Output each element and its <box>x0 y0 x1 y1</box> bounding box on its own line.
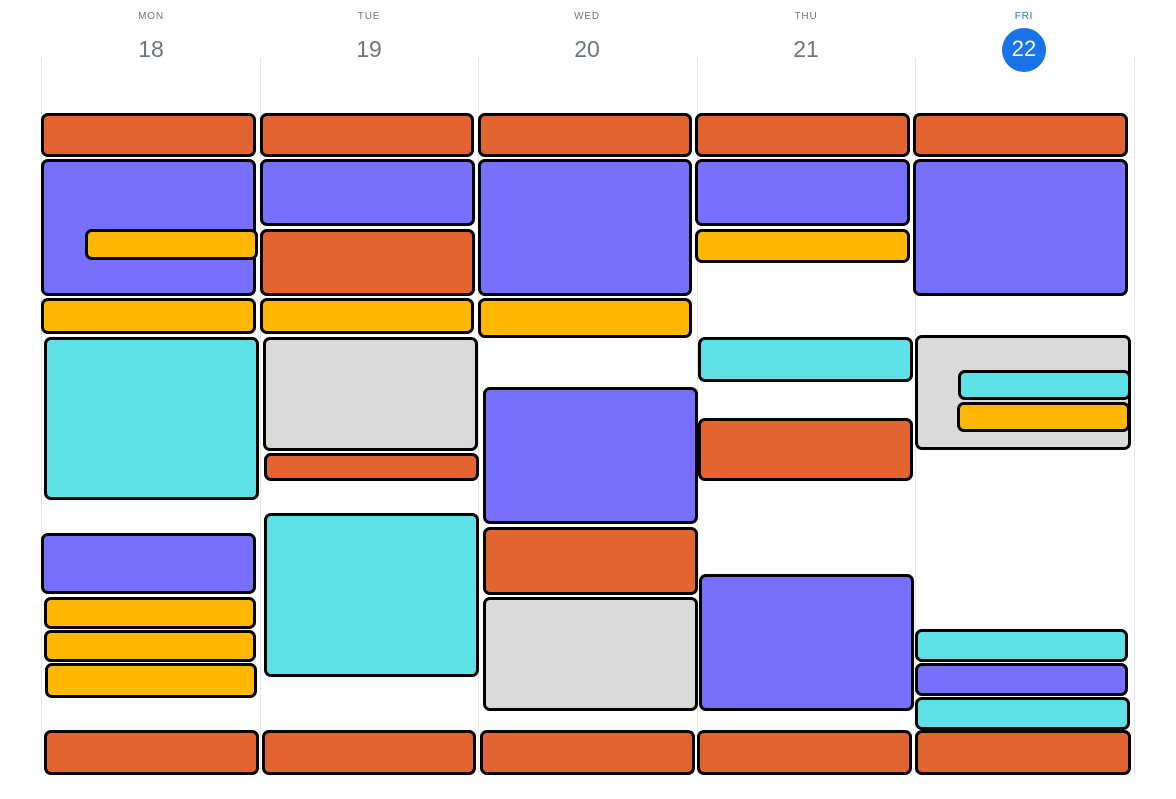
event-block-tue-orange[interactable] <box>260 113 474 157</box>
day-of-week-label: THU <box>794 11 818 22</box>
event-block-mon-yellow[interactable] <box>85 229 258 260</box>
day-header-mon[interactable]: MON 18 <box>42 0 260 62</box>
event-block-mon-yellow[interactable] <box>44 630 256 662</box>
column-divider <box>1134 58 1135 774</box>
day-of-week-label: FRI <box>1014 11 1034 22</box>
event-block-wed-orange[interactable] <box>478 113 692 157</box>
event-block-tue-yellow[interactable] <box>260 298 474 334</box>
event-block-mon-purple[interactable] <box>41 533 256 594</box>
event-block-tue-cyan[interactable] <box>264 513 479 677</box>
event-block-mon-orange[interactable] <box>41 113 256 157</box>
event-block-thu-yellow[interactable] <box>695 229 910 263</box>
date-number[interactable]: 19 <box>356 36 382 62</box>
event-block-wed-purple[interactable] <box>483 387 698 524</box>
event-block-wed-purple[interactable] <box>478 159 692 296</box>
event-block-mon-yellow[interactable] <box>45 663 257 698</box>
event-block-mon-purple[interactable] <box>41 159 256 296</box>
event-block-mon-yellow[interactable] <box>44 597 256 629</box>
column-divider <box>478 58 479 774</box>
event-block-fri-cyan[interactable] <box>915 629 1128 662</box>
today-date-badge[interactable]: 22 <box>1002 28 1046 72</box>
event-block-wed-gray[interactable] <box>483 597 698 711</box>
day-header-thu[interactable]: THU 21 <box>697 0 915 62</box>
column-divider <box>260 58 261 774</box>
event-block-tue-gray[interactable] <box>263 337 478 451</box>
event-block-fri-orange[interactable] <box>913 113 1128 157</box>
day-of-week-label: WED <box>574 11 600 22</box>
event-block-wed-orange[interactable] <box>480 730 695 775</box>
event-block-fri-cyan[interactable] <box>915 697 1130 730</box>
event-block-fri-purple[interactable] <box>915 663 1128 696</box>
column-divider <box>41 58 42 774</box>
date-number[interactable]: 18 <box>138 36 164 62</box>
event-block-wed-yellow[interactable] <box>478 298 692 338</box>
event-block-mon-cyan[interactable] <box>44 337 259 500</box>
event-block-wed-orange[interactable] <box>483 527 698 595</box>
event-block-fri-yellow[interactable] <box>957 402 1130 432</box>
event-block-fri-orange[interactable] <box>915 730 1131 775</box>
event-block-tue-purple[interactable] <box>260 159 475 226</box>
event-block-fri-purple[interactable] <box>913 159 1128 296</box>
day-of-week-label: TUE <box>357 11 381 22</box>
event-block-fri-cyan[interactable] <box>958 370 1131 400</box>
event-block-mon-orange[interactable] <box>44 730 259 775</box>
event-block-thu-purple[interactable] <box>699 574 914 711</box>
date-number[interactable]: 21 <box>793 36 819 62</box>
day-header-fri[interactable]: FRI 22 <box>915 0 1133 72</box>
day-of-week-label: MON <box>138 11 164 22</box>
day-header-tue[interactable]: TUE 19 <box>260 0 478 62</box>
event-block-thu-purple[interactable] <box>695 159 910 226</box>
event-block-thu-orange[interactable] <box>695 113 910 157</box>
event-block-tue-orange[interactable] <box>262 730 476 775</box>
event-block-mon-yellow[interactable] <box>41 298 256 334</box>
date-number[interactable]: 20 <box>574 36 600 62</box>
event-block-tue-orange[interactable] <box>264 453 479 481</box>
event-block-thu-cyan[interactable] <box>698 337 913 382</box>
event-block-thu-orange[interactable] <box>697 730 912 775</box>
event-block-tue-orange[interactable] <box>260 229 475 296</box>
event-block-thu-orange[interactable] <box>698 418 913 481</box>
day-header-wed[interactable]: WED 20 <box>478 0 696 62</box>
